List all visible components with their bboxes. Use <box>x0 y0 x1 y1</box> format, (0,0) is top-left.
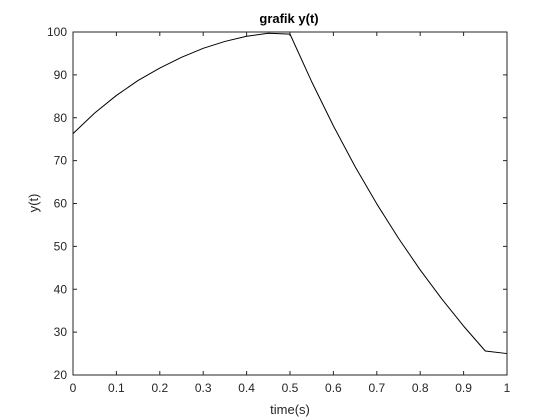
y-tick-label: 40 <box>54 282 68 296</box>
series-line <box>72 32 508 355</box>
y-axis-label: y(t) <box>26 194 41 213</box>
y-tick-label: 30 <box>54 325 68 339</box>
y-axis-ticks: 20 30 40 50 60 70 80 90 100 <box>47 25 507 382</box>
y-tick-label: 70 <box>54 154 68 168</box>
axes-box <box>72 31 508 376</box>
y-tick-label: 20 <box>54 368 68 382</box>
x-tick-label: 0.6 <box>325 381 342 395</box>
x-tick-label: 0.3 <box>195 381 212 395</box>
chart-title: grafik y(t) <box>259 11 318 26</box>
x-tick-label: 1 <box>504 381 511 395</box>
x-tick-label: 0.1 <box>108 381 125 395</box>
series-group <box>72 32 508 355</box>
y-tick-label: 100 <box>47 25 67 39</box>
x-tick-label: 0.8 <box>412 381 429 395</box>
plot-area: 0 0.1 0.2 0.3 0.4 0.5 0.6 0.7 0.8 0.9 1 20 30 40 50 60… <box>47 25 511 395</box>
x-axis-ticks: 0 0.1 0.2 0.3 0.4 0.5 0.6 0.7 0.8 0.9 1 <box>70 32 511 395</box>
x-tick-label: 0.9 <box>455 381 472 395</box>
y-tick-label: 80 <box>54 111 68 125</box>
y-tick-label: 60 <box>54 197 68 211</box>
y-tick-label: 90 <box>54 68 68 82</box>
x-tick-label: 0.7 <box>368 381 385 395</box>
x-axis-label: time(s) <box>270 402 310 417</box>
x-tick-label: 0.2 <box>151 381 168 395</box>
x-tick-label: 0.4 <box>238 381 255 395</box>
x-tick-label: 0.5 <box>282 381 299 395</box>
x-tick-label: 0 <box>70 381 77 395</box>
y-tick-label: 50 <box>54 239 68 253</box>
